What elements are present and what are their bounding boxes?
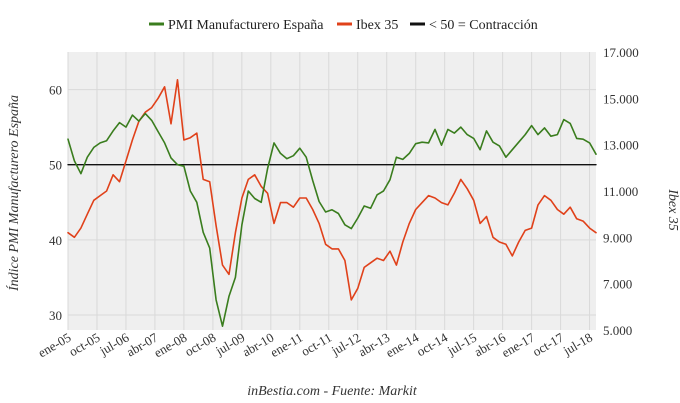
y-right-tick-label: 17.000 (603, 45, 639, 60)
legend-label-ibex: Ibex 35 (356, 18, 398, 33)
y-left-axis-ticks: 30 40 50 60 (49, 83, 62, 323)
gridlines (67, 52, 596, 330)
y-left-tick-label: 60 (49, 83, 62, 98)
y-left-tick-label: 50 (49, 158, 62, 173)
x-tick-label: jul-18 (560, 330, 595, 359)
y-left-tick-label: 40 (49, 233, 62, 248)
plot-area (68, 52, 596, 330)
legend: PMI Manufacturero España Ibex 35 < 50 = … (149, 18, 538, 33)
y-right-tick-label: 9.000 (603, 230, 632, 245)
y-right-axis-title: Ibex 35 (665, 188, 680, 231)
y-right-axis-ticks: 5.000 7.000 9.000 11.000 13.000 15.000 17.000 (603, 45, 639, 338)
y-left-tick-label: 30 (49, 308, 62, 323)
y-left-axis-title: Índice PMI Manufacturero España (5, 95, 22, 292)
series-line-pmi (67, 112, 597, 328)
series-lines (67, 79, 597, 328)
y-right-tick-label: 5.000 (603, 323, 632, 338)
legend-label-pmi: PMI Manufacturero España (168, 18, 324, 33)
legend-label-contraction: < 50 = Contracción (429, 18, 538, 33)
y-right-tick-label: 13.000 (603, 138, 639, 153)
y-right-tick-label: 15.000 (603, 91, 639, 106)
y-right-tick-label: 11.000 (603, 184, 638, 199)
source-caption: inBestia.com - Fuente: Markit (247, 384, 418, 399)
series-line-ibex (67, 79, 597, 301)
x-axis-ticks: ene-05oct-05jul-06abr-07ene-08oct-08jul-… (35, 329, 595, 360)
y-right-tick-label: 7.000 (603, 277, 632, 292)
